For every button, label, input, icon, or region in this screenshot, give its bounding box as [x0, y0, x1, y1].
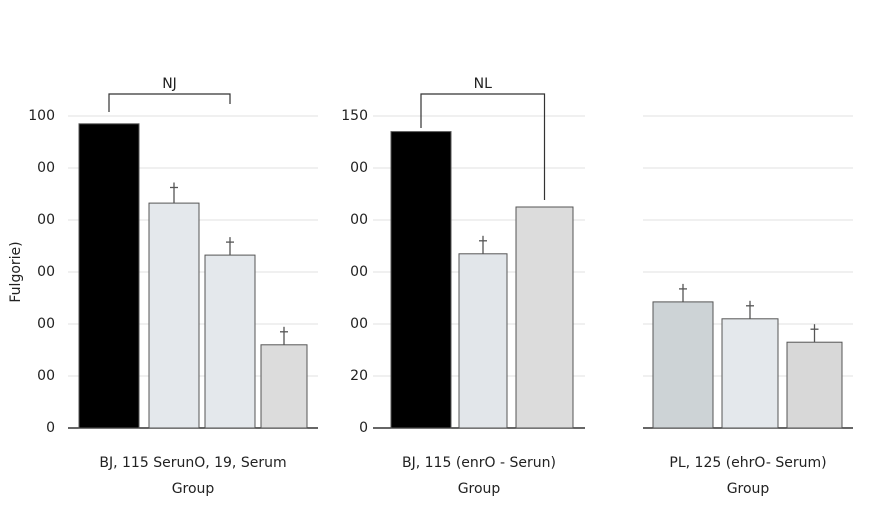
- error-bar: [170, 182, 178, 204]
- bar: [78, 123, 140, 429]
- bar: [390, 131, 452, 429]
- y-tick-label: 20: [350, 368, 368, 384]
- significance-bracket: [420, 93, 546, 200]
- error-bar: [226, 237, 234, 256]
- y-tick-label: 0: [46, 420, 55, 436]
- error-bar: [679, 283, 687, 302]
- x-axis-label: Group: [727, 481, 770, 497]
- error-bar: [479, 235, 487, 254]
- significance-bracket: [108, 93, 231, 112]
- y-tick-label: 150: [341, 108, 368, 124]
- y-tick-label: 00: [37, 160, 55, 176]
- y-tick-label: 00: [350, 160, 368, 176]
- bar: [786, 341, 843, 429]
- y-tick-label: 00: [350, 212, 368, 228]
- x-group-label: BJ, 115 SerunO, 19, Serum: [99, 455, 286, 471]
- significance-label: NJ: [162, 76, 177, 92]
- bar: [260, 344, 308, 429]
- y-tick-label: 00: [37, 368, 55, 384]
- bar: [148, 202, 200, 429]
- y-axis-label: Fulgorie): [8, 241, 24, 302]
- error-bar: [746, 300, 754, 319]
- x-group-label: BJ, 115 (enrO - Serun): [402, 455, 556, 471]
- y-tick-label: 00: [37, 212, 55, 228]
- y-tick-label: 100: [28, 108, 55, 124]
- significance-label: NL: [474, 76, 492, 92]
- bar: [652, 301, 714, 429]
- y-tick-label: 00: [37, 264, 55, 280]
- y-tick-label: 00: [350, 264, 368, 280]
- error-bar: [810, 324, 819, 343]
- bar: [458, 253, 508, 429]
- y-tick-label: 00: [37, 316, 55, 332]
- bar: [721, 318, 779, 429]
- y-tick-label: 0: [359, 420, 368, 436]
- error-bar: [280, 326, 288, 345]
- bar: [515, 206, 574, 429]
- bar: [204, 254, 256, 429]
- y-tick-label: 00: [350, 316, 368, 332]
- x-axis-label: Group: [172, 481, 215, 497]
- x-group-label: PL, 125 (ehrO- Serum): [669, 455, 826, 471]
- x-axis-label: Group: [458, 481, 501, 497]
